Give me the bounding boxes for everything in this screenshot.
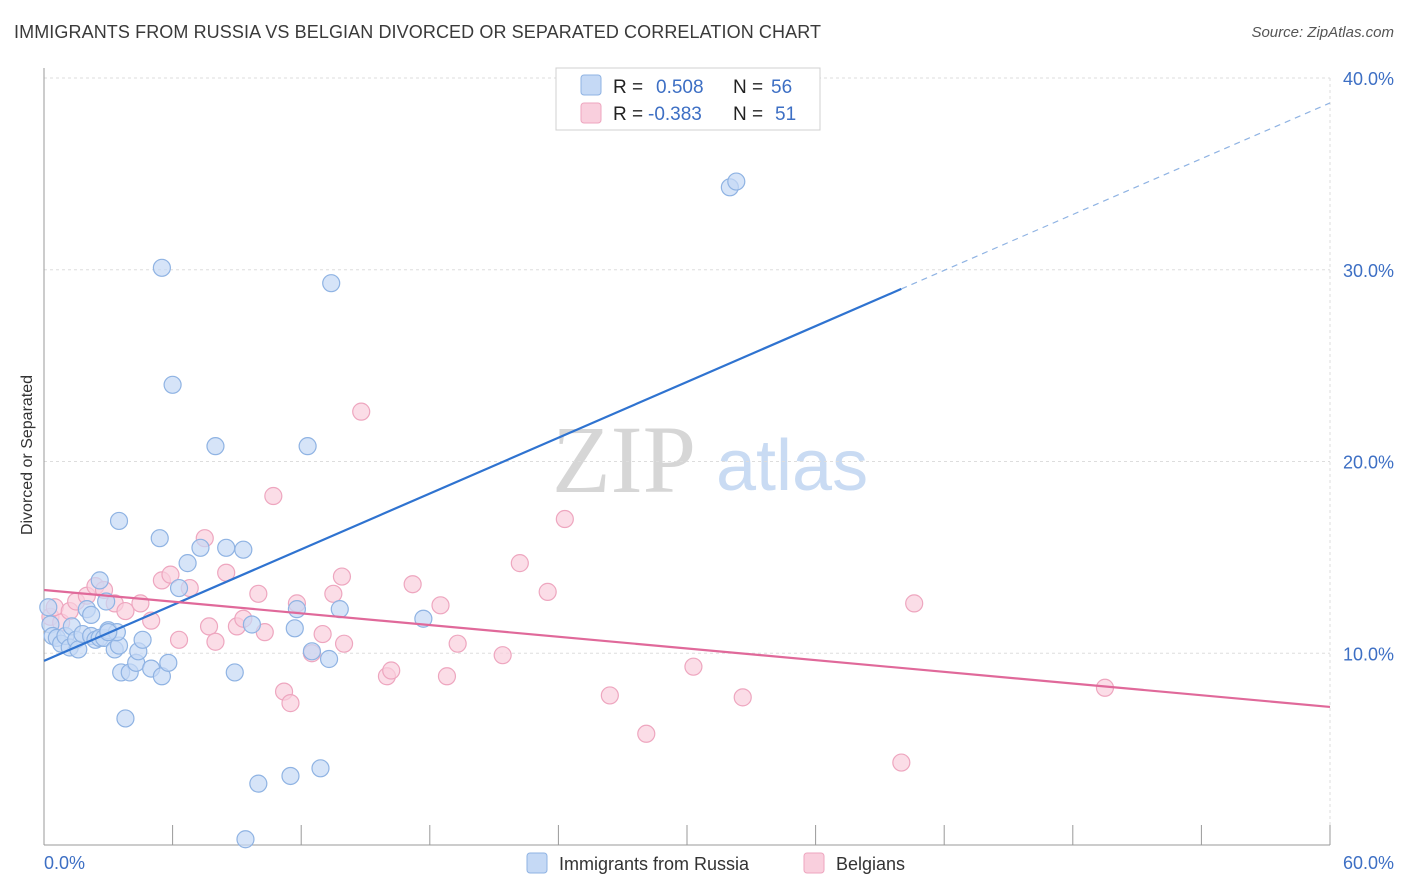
belgian-point-32	[334, 634, 354, 653]
russia-point-0	[39, 598, 58, 617]
belgian-point-29	[313, 624, 332, 644]
x-tick-label-min: 0.0%	[44, 853, 85, 873]
belgian-point-35	[382, 661, 401, 680]
russia-point-52	[236, 830, 255, 849]
russia-point-27	[133, 630, 152, 649]
grid	[44, 77, 1331, 845]
russia-point-43	[285, 619, 304, 638]
source-credit: Source: ZipAtlas.com	[1251, 24, 1394, 41]
belgian-point-39	[448, 634, 467, 653]
belgian-point-47	[733, 688, 752, 707]
legend-russia-r-label: R =	[613, 77, 643, 98]
russia-point-19	[82, 605, 101, 625]
watermark-atlas: atlas	[716, 426, 868, 506]
watermark: ZIP atlas	[552, 406, 868, 513]
russia-point-21	[97, 592, 116, 611]
legend-belgian-n-label: N =	[733, 104, 763, 125]
belgian-trend-line	[43, 588, 1331, 709]
belgian-point-41	[510, 554, 529, 573]
russia-point-38	[163, 375, 182, 394]
y-tick-labels: 10.0% 20.0% 30.0% 40.0%	[1343, 69, 1394, 664]
bottom-legend-belgian: Belgians	[836, 854, 905, 874]
bottom-legend: Immigrants from Russia Belgians	[526, 852, 905, 874]
belgian-point-31	[332, 567, 352, 586]
x-tick-labels: 0.0% 60.0%	[44, 853, 1394, 873]
russia-point-31	[109, 511, 129, 531]
russia-point-41	[242, 615, 262, 634]
russia-trend-line	[43, 287, 902, 662]
russia-point-35	[191, 538, 210, 557]
russia-point-48	[298, 437, 317, 456]
belgian-point-14	[169, 630, 189, 649]
belgian-point-40	[493, 646, 512, 665]
x-tick-label-max: 60.0%	[1343, 853, 1394, 873]
y-tick-label-2: 30.0%	[1343, 261, 1394, 281]
belgian-point-37	[431, 596, 450, 615]
belgian-point-18	[206, 632, 225, 651]
russia-trend-extension	[901, 102, 1331, 290]
russia-point-49	[322, 274, 341, 293]
belgian-point-46	[684, 657, 703, 676]
russia-point-45	[302, 642, 322, 661]
russia-point-36	[217, 538, 236, 557]
chart-title: IMMIGRANTS FROM RUSSIA VS BELGIAN DIVORC…	[14, 22, 822, 42]
belgian-point-30	[324, 584, 343, 603]
legend-swatch-russia	[580, 74, 602, 96]
russia-point-40	[234, 540, 253, 559]
russia-point-50	[281, 766, 300, 786]
y-tick-label-0: 10.0%	[1343, 644, 1394, 664]
russia-point-57	[116, 709, 135, 728]
russia-point-53	[311, 759, 330, 778]
russia-point-56	[727, 172, 746, 191]
legend-belgian-r-label: R =	[613, 104, 643, 125]
belgian-point-38	[437, 667, 457, 686]
trend-lines	[43, 102, 1331, 709]
russia-point-37	[206, 437, 225, 456]
russia-point-46	[319, 649, 339, 669]
belgian-point-17	[199, 617, 219, 636]
legend: R = 0.508 N = 56 R = -0.383 N = 51	[555, 67, 821, 131]
belgian-point-42	[538, 582, 557, 601]
y-tick-label-3: 40.0%	[1343, 69, 1394, 89]
legend-russia-r-value: 0.508	[656, 77, 704, 98]
belgian-point-44	[600, 686, 619, 705]
russia-point-30	[159, 653, 178, 672]
russia-point-32	[150, 529, 169, 548]
russia-point-33	[169, 578, 189, 598]
belgian-point-13	[161, 565, 180, 584]
russia-point-39	[152, 258, 171, 277]
bottom-legend-swatch-belgian	[803, 852, 825, 874]
belgian-point-49	[905, 594, 924, 613]
belgian-point-48	[892, 753, 911, 772]
russia-point-42	[225, 663, 244, 682]
belgian-point-36	[403, 575, 422, 594]
russia-point-51	[249, 774, 268, 793]
legend-russia-n-value: 56	[771, 77, 792, 98]
russia-point-47	[330, 600, 349, 619]
bottom-legend-russia: Immigrants from Russia	[559, 854, 750, 874]
legend-swatch-belgian	[580, 102, 602, 124]
watermark-zip: ZIP	[552, 406, 696, 513]
belgian-point-43	[555, 509, 574, 529]
belgian-point-45	[637, 724, 656, 743]
belgian-point-9	[116, 601, 135, 621]
russia-point-54	[414, 609, 433, 628]
legend-belgian-n-value: 51	[775, 104, 796, 125]
bottom-legend-swatch-russia	[526, 852, 548, 874]
legend-russia-n-label: N =	[733, 77, 763, 98]
russia-point-44	[287, 600, 307, 619]
legend-belgian-r-value: -0.383	[648, 104, 702, 125]
y-tick-label-1: 20.0%	[1343, 453, 1394, 473]
russia-point-34	[178, 554, 197, 573]
belgian-point-22	[249, 584, 268, 603]
belgian-point-24	[264, 486, 283, 506]
axes	[43, 68, 1331, 846]
belgian-point-26	[281, 694, 300, 713]
russia-point-20	[90, 571, 109, 590]
belgian-point-33	[352, 402, 371, 421]
